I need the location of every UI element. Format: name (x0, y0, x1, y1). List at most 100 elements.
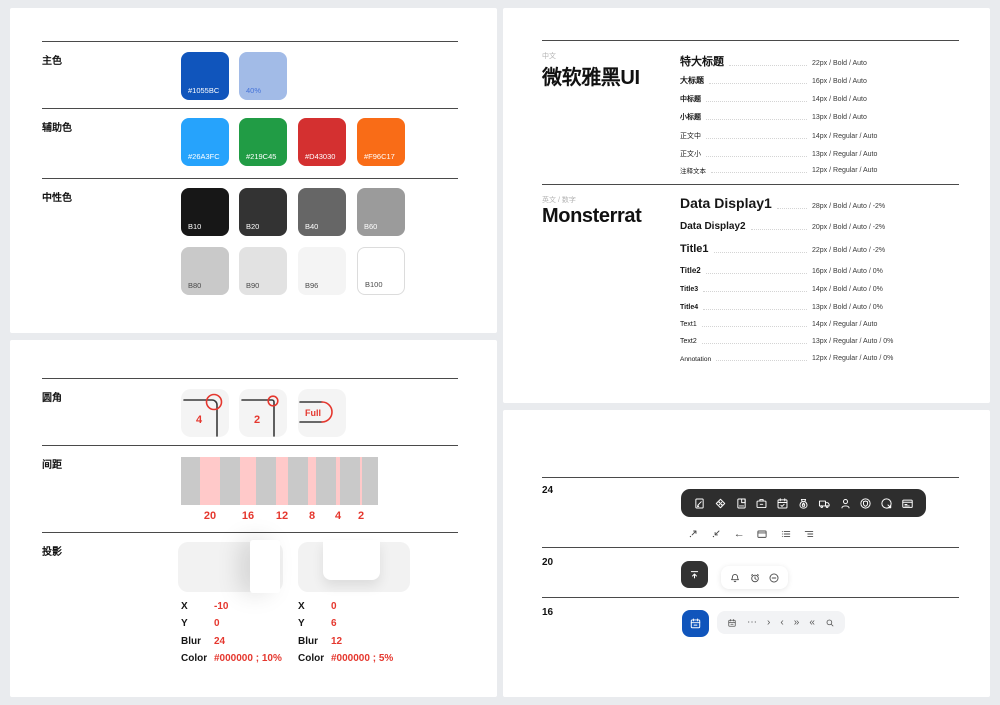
briefcase-icon[interactable] (755, 497, 768, 510)
color-swatch-primary-40[interactable]: 40% (239, 52, 287, 100)
shadow-param-label: Blur (298, 636, 318, 647)
bell-icon[interactable] (729, 572, 741, 584)
type-row-label: Title3 (680, 286, 699, 294)
divider (542, 597, 959, 598)
expand-icon[interactable] (687, 528, 699, 540)
calendar-button-primary[interactable] (682, 610, 709, 637)
color-swatch-b100[interactable]: B100 (357, 247, 405, 295)
type-row-label: Title1 (680, 242, 709, 255)
spacing-stripe-20 (200, 457, 220, 505)
color-swatch-b40[interactable]: B40 (298, 188, 346, 236)
list-indent-icon[interactable] (803, 528, 815, 540)
color-swatch-orange[interactable]: #F96C17 (357, 118, 405, 166)
calendar-check-icon[interactable] (776, 497, 789, 510)
type-row: Data Display2 20px / Bold / Auto / -2% (680, 218, 923, 232)
double-chevron-left-icon[interactable]: « (809, 616, 815, 628)
id-card-icon[interactable] (901, 497, 914, 510)
user-icon[interactable] (839, 497, 852, 510)
color-swatch-green[interactable]: #219C45 (239, 118, 287, 166)
minus-circle-icon[interactable] (768, 572, 780, 584)
type-row-label: Annotation (680, 355, 712, 363)
money-bag-icon[interactable] (797, 497, 810, 510)
type-row-value: 12px / Regular / Auto / 0% (812, 355, 894, 363)
spacing-value: 2 (357, 510, 365, 522)
color-swatch-b80[interactable]: B80 (181, 247, 229, 295)
dotted-leader (706, 119, 807, 120)
spacing-gray-block (362, 457, 378, 505)
collapse-top-button[interactable] (681, 561, 708, 588)
radius-value: Full (305, 408, 321, 418)
globe-arrow-icon[interactable] (880, 497, 893, 510)
coupon-icon[interactable] (714, 497, 727, 510)
color-swatch-blue[interactable]: #26A3FC (181, 118, 229, 166)
type-row: Title2 16px / Bold / Auto / 0% (680, 263, 923, 276)
color-swatch-b60[interactable]: B60 (357, 188, 405, 236)
truck-icon[interactable] (818, 497, 831, 510)
shield-icon[interactable] (859, 497, 872, 510)
arrow-left-icon[interactable]: ← (733, 527, 745, 540)
radius-corner-2-icon (241, 395, 279, 437)
divider (42, 532, 458, 533)
collapse-top-icon (690, 571, 699, 579)
type-row: 大标题 16px / Bold / Auto (680, 73, 923, 86)
spacing-value: 8 (308, 510, 316, 522)
spacing-value: 12 (275, 510, 289, 522)
note-edit-icon[interactable] (693, 497, 706, 510)
type-row-value: 22px / Bold / Auto (812, 60, 867, 68)
radius-value: 4 (196, 414, 203, 426)
shadow-param-value: 24 (214, 636, 226, 647)
type-row-label: 小标题 (680, 114, 701, 122)
swatch-hex-label: #219C45 (246, 151, 277, 161)
type-row: 正文小 13px / Regular / Auto (680, 147, 923, 159)
dotted-leader (729, 65, 807, 66)
swatch-hex-label: 40% (246, 85, 262, 95)
search-icon[interactable] (825, 618, 835, 628)
alarm-clock-icon[interactable] (749, 572, 761, 584)
swatch-hex-label: B100 (365, 279, 383, 289)
type-row-label: 正文中 (680, 133, 701, 141)
divider (542, 477, 959, 478)
divider (42, 41, 458, 42)
color-swatch-b96[interactable]: B96 (298, 247, 346, 295)
calendar-icon[interactable] (727, 618, 737, 628)
radius-card-4: 4 (181, 389, 229, 437)
type-row-label: Title4 (680, 304, 699, 312)
swatch-hex-label: B96 (305, 280, 319, 290)
swatch-hex-label: B10 (188, 221, 202, 231)
section-label-secondary-colors: 辅助色 (42, 123, 72, 134)
window-icon[interactable] (756, 528, 768, 540)
swatch-hex-label: B60 (364, 221, 378, 231)
spacing-stripe-12 (276, 457, 288, 505)
type-row-value: 13px / Regular / Auto / 0% (812, 338, 894, 346)
document-icon[interactable] (735, 497, 748, 510)
color-swatch-b90[interactable]: B90 (239, 247, 287, 295)
shadow-param-label: X (181, 601, 188, 612)
section-label-spacing: 间距 (42, 460, 62, 471)
spacing-gray-block (256, 457, 276, 505)
divider (542, 547, 959, 548)
color-swatch-b20[interactable]: B20 (239, 188, 287, 236)
collapse-icon[interactable] (710, 528, 722, 540)
dotted-leader (716, 360, 807, 361)
spacing-gray-block (340, 457, 360, 505)
swatch-hex-label: #D43030 (305, 151, 336, 161)
list-icon[interactable] (780, 528, 792, 540)
dotted-leader (706, 138, 807, 139)
dotted-leader (713, 252, 807, 253)
swatch-hex-label: B80 (188, 280, 202, 290)
chevron-left-icon[interactable]: ‹ (780, 616, 784, 628)
radius-card-full: Full (298, 389, 346, 437)
double-chevron-right-icon[interactable]: » (793, 616, 800, 628)
icon-size-label-24: 24 (542, 485, 554, 496)
color-swatch-b10[interactable]: B10 (181, 188, 229, 236)
type-row-label: Data Display1 (680, 194, 772, 211)
type-row-value: 22px / Bold / Auto / -2% (812, 247, 886, 255)
type-row-value: 12px / Regular / Auto (812, 167, 878, 175)
dotted-leader (701, 343, 807, 344)
spacing-gray-block (181, 457, 200, 505)
more-icon[interactable]: ⋯ (747, 616, 758, 628)
color-swatch-red[interactable]: #D43030 (298, 118, 346, 166)
color-swatch-primary[interactable]: #1055BC (181, 52, 229, 100)
chevron-right-icon[interactable]: › (767, 616, 771, 628)
spacing-gray-block (288, 457, 308, 505)
